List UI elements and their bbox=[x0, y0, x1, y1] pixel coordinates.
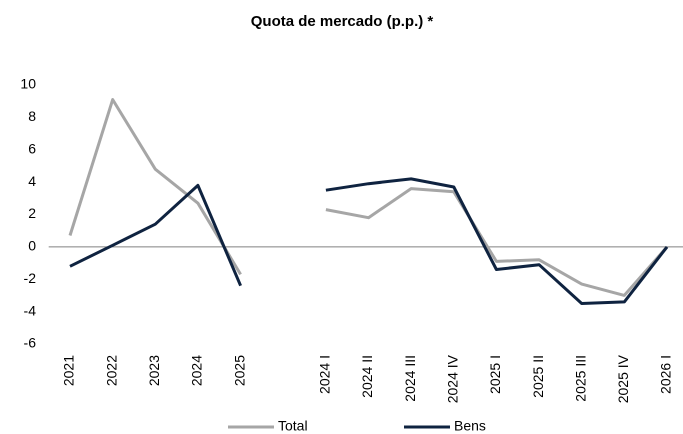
x-tick-label: 2025 IV bbox=[615, 354, 631, 403]
chart-title: Quota de mercado (p.p.) * bbox=[251, 13, 434, 30]
y-tick-label: -2 bbox=[24, 270, 37, 286]
x-tick-label: 2024 II bbox=[359, 355, 375, 398]
x-tick-label: 2025 I bbox=[487, 355, 503, 394]
y-tick-label: 6 bbox=[28, 140, 36, 156]
y-tick-label: -6 bbox=[24, 335, 37, 351]
x-tick-label: 2024 bbox=[189, 355, 205, 386]
x-tick-label: 2024 III bbox=[402, 355, 418, 402]
series-line bbox=[68, 98, 669, 297]
x-tick-label: 2025 bbox=[231, 355, 247, 386]
x-tick-label: 2023 bbox=[146, 355, 162, 386]
legend-label: Bens bbox=[454, 418, 486, 434]
x-tick-label: 2022 bbox=[103, 355, 119, 386]
x-tick-label: 2026 I bbox=[658, 355, 674, 394]
y-tick-label: 4 bbox=[28, 173, 36, 189]
y-tick-label: -4 bbox=[24, 302, 37, 318]
legend-label: Total bbox=[278, 418, 308, 434]
x-tick-label: 2021 bbox=[61, 355, 77, 386]
series-line bbox=[69, 177, 669, 305]
y-tick-label: 10 bbox=[20, 76, 36, 92]
y-tick-label: 2 bbox=[28, 205, 36, 221]
x-tick-label: 2024 I bbox=[317, 355, 333, 394]
x-tick-label: 2025 II bbox=[530, 355, 546, 398]
y-tick-label: 8 bbox=[28, 108, 36, 124]
x-tick-label: 2025 III bbox=[572, 355, 588, 402]
x-tick-label: 2024 IV bbox=[444, 354, 460, 403]
y-tick-label: 0 bbox=[28, 238, 36, 254]
